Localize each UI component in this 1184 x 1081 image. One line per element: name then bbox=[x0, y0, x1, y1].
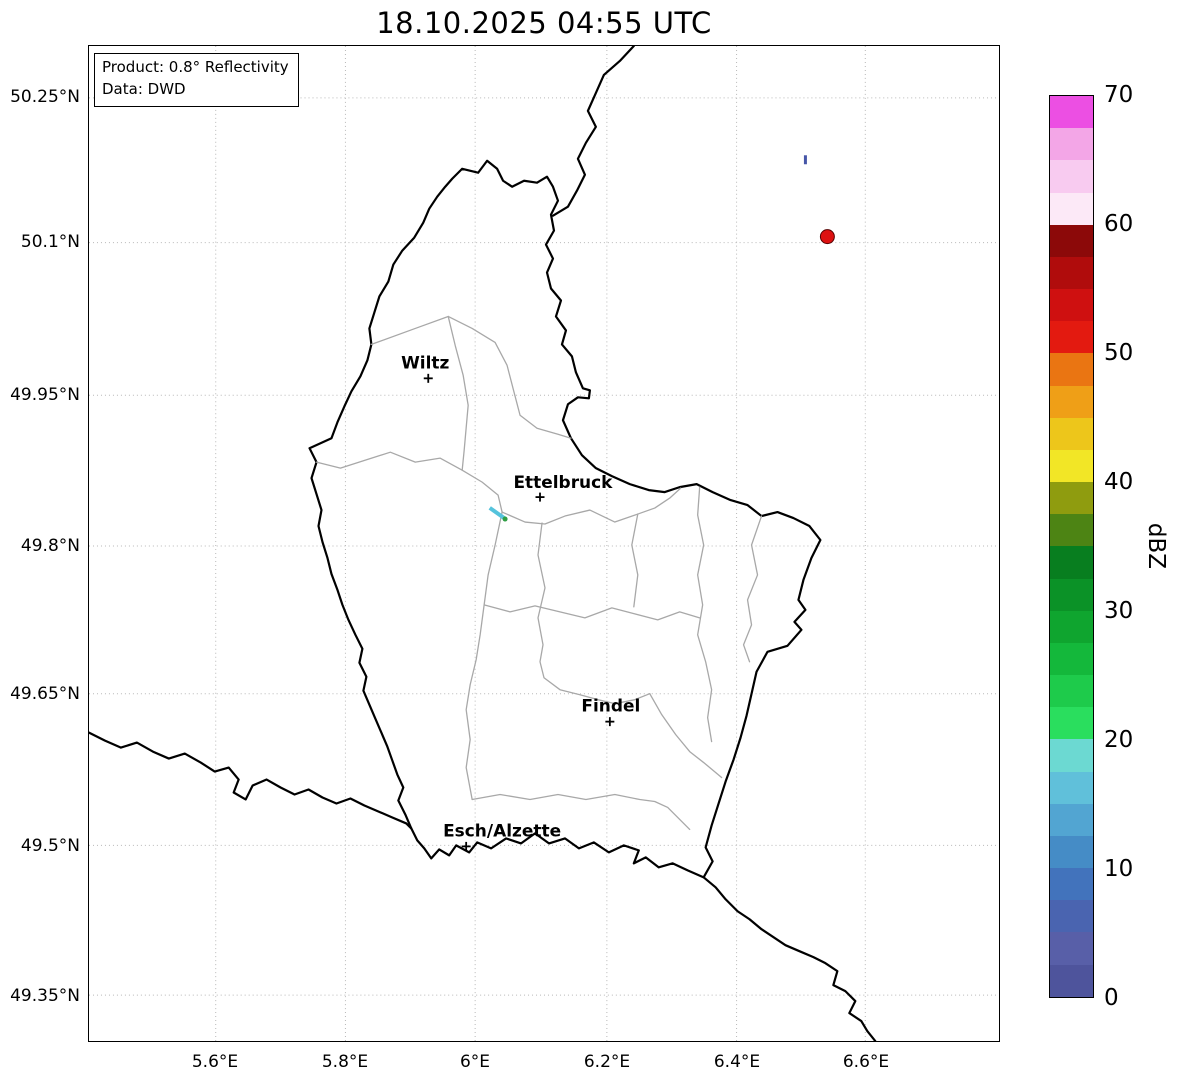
district-border bbox=[465, 511, 503, 801]
colorbar-segment bbox=[1050, 514, 1093, 547]
colorbar-segment bbox=[1050, 835, 1093, 869]
colorbar-segment bbox=[1050, 482, 1093, 515]
district-border bbox=[447, 315, 469, 471]
district-border bbox=[315, 451, 503, 513]
lon-tick-label: 5.8°E bbox=[321, 1052, 369, 1072]
district-borders bbox=[315, 315, 763, 831]
colorbar-segment bbox=[1050, 160, 1093, 193]
colorbar-segment bbox=[1050, 192, 1093, 225]
border-layer bbox=[89, 46, 877, 1041]
colorbar-segment bbox=[1050, 578, 1093, 611]
lon-tick-label: 6.6°E bbox=[842, 1052, 890, 1072]
colorbar-segment bbox=[1050, 449, 1093, 483]
city-marker bbox=[605, 717, 615, 727]
product-info-box: Product: 0.8° Reflectivity Data: DWD bbox=[94, 53, 299, 107]
map-plot: Wiltz Ettelbruck Findel Esch/Alzette Produc… bbox=[88, 45, 1000, 1042]
colorbar-segments bbox=[1050, 96, 1093, 997]
city-layer: Wiltz Ettelbruck Findel Esch/Alzette bbox=[401, 352, 640, 851]
city-marker bbox=[423, 373, 433, 383]
lon-tick-label: 6°E bbox=[459, 1052, 491, 1072]
colorbar-segment bbox=[1050, 803, 1093, 836]
district-border bbox=[501, 487, 682, 525]
lat-tick-label: 50.25°N bbox=[10, 87, 80, 107]
colorbar-segment bbox=[1050, 256, 1093, 290]
district-border bbox=[742, 515, 763, 663]
lat-tick-label: 49.5°N bbox=[20, 836, 80, 856]
lon-tick-label: 6.4°E bbox=[713, 1052, 761, 1072]
colorbar-segment bbox=[1050, 642, 1093, 676]
city-label: Wiltz bbox=[401, 352, 449, 372]
colorbar-tick-label: 30 bbox=[1104, 598, 1134, 624]
colorbar-tick-label: 70 bbox=[1104, 82, 1134, 108]
colorbar-segment bbox=[1050, 289, 1093, 322]
lon-tick-label: 5.6°E bbox=[191, 1052, 239, 1072]
colorbar-segment bbox=[1050, 868, 1093, 901]
colorbar-tick-label: 40 bbox=[1104, 469, 1134, 495]
city-label: Esch/Alzette bbox=[443, 820, 561, 840]
colorbar-segment bbox=[1050, 964, 1093, 997]
colorbar-unit-label: dBZ bbox=[1143, 522, 1169, 570]
colorbar-segment bbox=[1050, 224, 1093, 257]
radar-echo bbox=[502, 516, 508, 522]
district-border bbox=[471, 793, 691, 831]
colorbar-segment bbox=[1050, 932, 1093, 965]
colorbar-segment bbox=[1050, 128, 1093, 161]
district-border bbox=[697, 486, 713, 743]
colorbar bbox=[1049, 95, 1094, 998]
colorbar-segment bbox=[1050, 96, 1093, 129]
lat-tick-label: 49.65°N bbox=[10, 684, 80, 704]
city-marker bbox=[535, 492, 545, 502]
colorbar-segment bbox=[1050, 739, 1093, 772]
colorbar-tick-label: 50 bbox=[1104, 340, 1134, 366]
city-label: Findel bbox=[581, 696, 640, 716]
colorbar-tick-label: 60 bbox=[1104, 211, 1134, 237]
gridlines bbox=[89, 46, 999, 1041]
colorbar-segment bbox=[1050, 546, 1093, 579]
plot-title: 18.10.2025 04:55 UTC bbox=[376, 6, 712, 40]
district-border bbox=[483, 604, 701, 621]
colorbar-segment bbox=[1050, 610, 1093, 643]
colorbar-segment bbox=[1050, 900, 1093, 933]
lat-tick-label: 50.1°N bbox=[20, 232, 80, 252]
country-border-belgium-germany bbox=[551, 46, 635, 217]
colorbar-segment bbox=[1050, 675, 1093, 708]
radar-echo bbox=[819, 229, 835, 245]
product-info-line: Product: 0.8° Reflectivity bbox=[102, 58, 289, 76]
lat-tick-label: 49.35°N bbox=[10, 986, 80, 1006]
colorbar-segment bbox=[1050, 707, 1093, 740]
district-border bbox=[370, 315, 572, 439]
luxembourg-border bbox=[308, 159, 822, 879]
colorbar-tick-label: 20 bbox=[1104, 727, 1134, 753]
colorbar-segment bbox=[1050, 353, 1093, 386]
colorbar-segment bbox=[1050, 385, 1093, 418]
country-border-germany-france bbox=[702, 876, 877, 1041]
colorbar-segment bbox=[1050, 771, 1093, 804]
radar-echo bbox=[488, 506, 506, 520]
lon-tick-label: 6.2°E bbox=[583, 1052, 631, 1072]
data-source-line: Data: DWD bbox=[102, 79, 186, 98]
district-border bbox=[649, 693, 723, 779]
city-marker bbox=[461, 841, 471, 851]
lat-tick-label: 49.95°N bbox=[10, 385, 80, 405]
district-border bbox=[537, 522, 651, 705]
radar-echo-layer bbox=[488, 155, 835, 522]
city-label: Ettelbruck bbox=[513, 472, 613, 492]
country-border-france-belgium bbox=[89, 731, 413, 830]
district-border bbox=[631, 513, 639, 608]
lat-tick-label: 49.8°N bbox=[20, 536, 80, 556]
colorbar-tick-label: 0 bbox=[1104, 985, 1119, 1011]
radar-echo bbox=[803, 155, 807, 165]
colorbar-segment bbox=[1050, 417, 1093, 450]
map-canvas: Wiltz Ettelbruck Findel Esch/Alzette bbox=[89, 46, 999, 1041]
colorbar-segment bbox=[1050, 321, 1093, 354]
colorbar-tick-label: 10 bbox=[1104, 856, 1134, 882]
